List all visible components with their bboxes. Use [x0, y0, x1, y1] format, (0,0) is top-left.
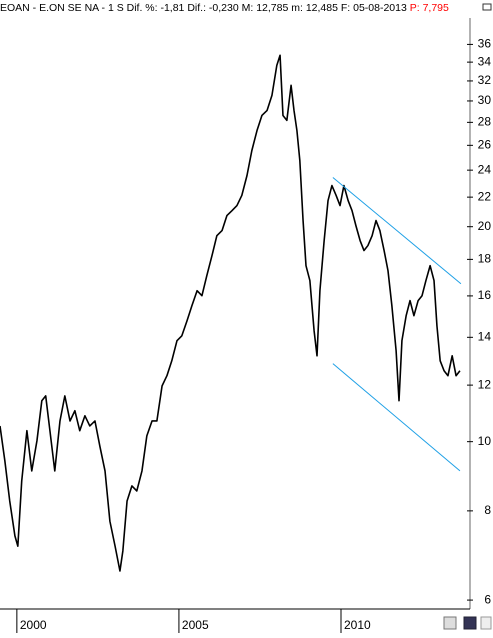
- y-tick-label: 30: [478, 93, 492, 107]
- y-tick-label: 32: [478, 73, 492, 87]
- x-tick-label: 2005: [182, 618, 209, 632]
- y-tick-label: 12: [478, 377, 492, 391]
- x-tick-label: 2000: [20, 618, 47, 632]
- price-line: [0, 54, 461, 572]
- header-stat: m: 12,485: [291, 2, 338, 14]
- header: EOAN - E.ON SE NA - 1 S Dif. %: -1,81 Di…: [0, 0, 493, 15]
- header-stat: Dif.: -0,230: [187, 2, 239, 14]
- y-tick-label: 26: [478, 138, 492, 152]
- header-stat: M: 12,785: [242, 2, 289, 14]
- y-tick-label: 16: [478, 288, 492, 302]
- y-tick-label: 22: [478, 189, 492, 203]
- y-tick-label: 14: [478, 329, 492, 343]
- x-tick-label: 2010: [344, 618, 371, 632]
- scroll-button[interactable]: [480, 616, 492, 630]
- print-button[interactable]: [443, 616, 457, 630]
- header-bg: [0, 0, 493, 15]
- y-tick-label: 20: [478, 219, 492, 233]
- y-tick-label: 24: [478, 162, 492, 176]
- trend-line: [332, 363, 461, 472]
- y-tick-label: 28: [478, 115, 492, 129]
- y-tick-label: 36: [478, 37, 492, 51]
- save-button[interactable]: [463, 616, 477, 630]
- y-tick-label: 8: [484, 503, 491, 517]
- y-tick-label: 6: [484, 592, 491, 606]
- header-stat: Dif. %: -1,81: [127, 2, 185, 14]
- header-text: EOAN - E.ON SE NA - 1 S Dif. %: -1,81 Di…: [0, 2, 449, 14]
- window-icon[interactable]: [482, 3, 492, 11]
- y-tick-label: 18: [478, 252, 492, 266]
- y-tick-label: 10: [478, 434, 492, 448]
- y-tick-label: 34: [478, 54, 492, 68]
- header-stat: F: 05-08-2013: [341, 2, 407, 14]
- price-label: P: 7,795: [410, 2, 449, 14]
- chart-title: EOAN - E.ON SE NA - 1 S: [0, 2, 124, 14]
- trend-line: [332, 177, 462, 285]
